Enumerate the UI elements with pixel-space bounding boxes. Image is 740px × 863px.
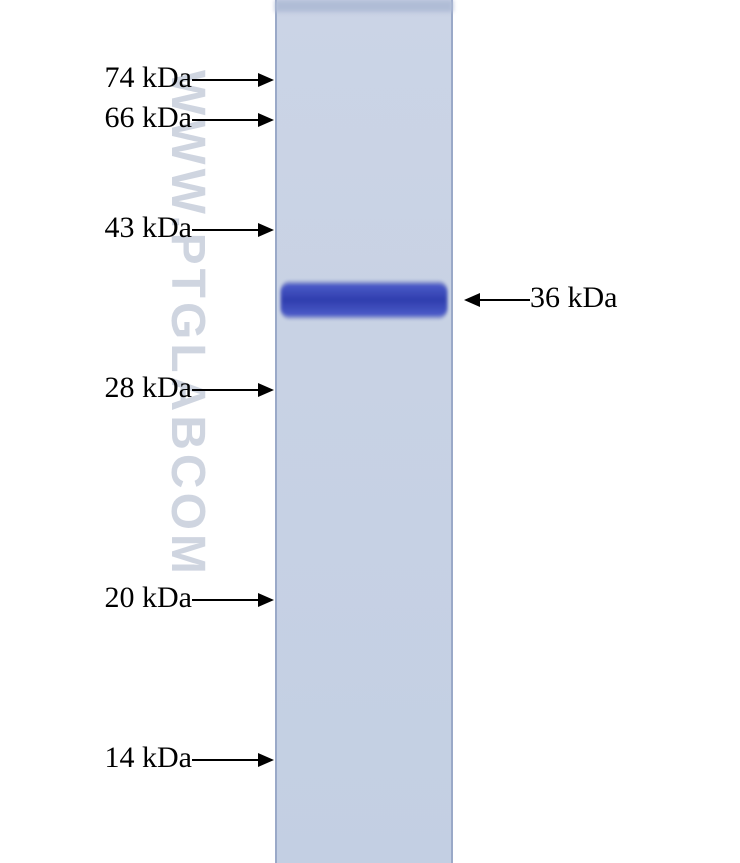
target-arrow-head-icon	[464, 293, 480, 307]
lane-edge-right	[451, 0, 453, 863]
marker-arrow-line	[192, 119, 258, 121]
target-band-label: 36 kDa	[530, 281, 617, 315]
marker-arrow-head-icon	[258, 113, 274, 127]
gel-figure: WWW.PTGLABCOM 74 kDa 66 kDa 43 kDa 28 kDa 20…	[0, 0, 740, 863]
lane-edge-left	[275, 0, 277, 863]
marker-arrow-line	[192, 389, 258, 391]
marker-arrow-head-icon	[258, 73, 274, 87]
marker-arrow-head-icon	[258, 753, 274, 767]
marker-label: 14 kDa	[105, 741, 192, 775]
target-band	[281, 284, 447, 316]
marker-label: 43 kDa	[105, 211, 192, 245]
marker-arrow-head-icon	[258, 223, 274, 237]
marker-arrow-head-icon	[258, 383, 274, 397]
marker-label: 74 kDa	[105, 61, 192, 95]
watermark-text: WWW.PTGLABCOM	[160, 70, 215, 578]
marker-label: 28 kDa	[105, 371, 192, 405]
gel-lane	[275, 0, 453, 863]
target-arrow-line	[480, 299, 530, 301]
marker-label: 66 kDa	[105, 101, 192, 135]
marker-arrow-line	[192, 229, 258, 231]
marker-label: 20 kDa	[105, 581, 192, 615]
marker-arrow-line	[192, 79, 258, 81]
marker-arrow-line	[192, 599, 258, 601]
marker-arrow-line	[192, 759, 258, 761]
lane-top-smudge	[275, 0, 453, 12]
marker-arrow-head-icon	[258, 593, 274, 607]
